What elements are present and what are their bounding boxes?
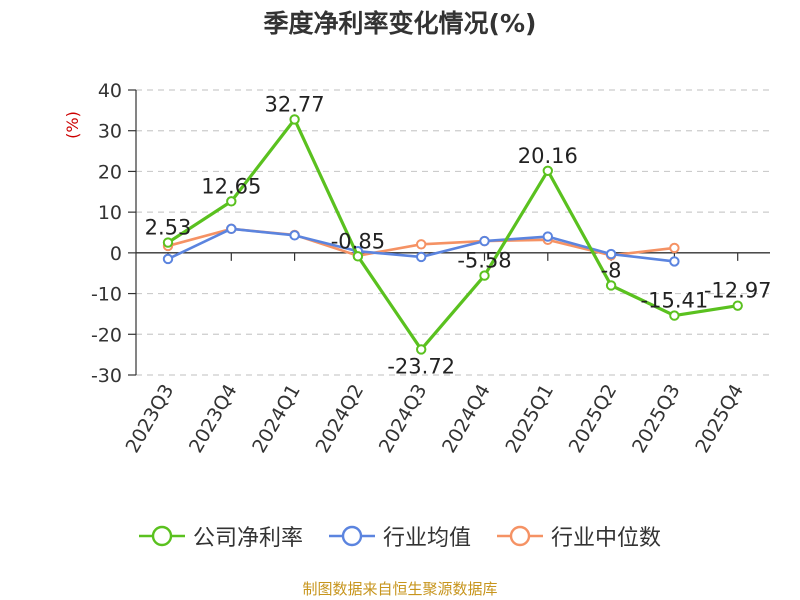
x-tick-label: 2025Q3 [628, 381, 685, 457]
y-tick-label: -20 [91, 324, 122, 346]
data-point [289, 114, 300, 125]
data-point [416, 251, 427, 263]
data-point [542, 165, 553, 176]
legend-item[interactable]: 行业均值 [328, 520, 471, 552]
grid-lines [136, 89, 770, 376]
data-point [732, 300, 743, 311]
legend-label: 行业均值 [382, 526, 471, 551]
data-point [289, 230, 300, 241]
data-point [542, 231, 553, 242]
legend-swatch-icon [497, 525, 543, 547]
data-label: -23.72 [387, 354, 455, 378]
data-point [669, 242, 680, 254]
data-point [669, 310, 680, 321]
y-tick-label: 0 [110, 243, 122, 265]
x-tick-label: 2024Q1 [248, 381, 305, 457]
data-point [162, 253, 174, 265]
y-tick-label: -30 [91, 365, 122, 387]
data-point [479, 235, 490, 247]
data-point [479, 270, 490, 281]
legend: 公司净利率 行业均值 行业中位数 [0, 520, 800, 552]
data-point [416, 344, 427, 355]
data-point [669, 256, 680, 267]
x-tick-label: 2023Q3 [122, 381, 179, 457]
data-point [226, 223, 237, 235]
x-tick-label: 2024Q2 [311, 381, 368, 457]
data-label: -5.58 [457, 249, 511, 273]
y-tick-label: 10 [98, 202, 122, 224]
x-tick-label: 2025Q4 [691, 381, 748, 457]
data-label: -8 [601, 258, 622, 282]
y-tick-label: 40 [98, 80, 122, 102]
legend-swatch-icon [138, 525, 185, 547]
y-tick-label: 30 [98, 121, 122, 143]
y-tick-label: -10 [91, 284, 122, 306]
data-point [162, 237, 174, 248]
x-tick-label: 2023Q4 [185, 381, 242, 457]
source-note: 制图数据来自恒生聚源数据库 [302, 580, 498, 598]
x-tick-label: 2024Q3 [375, 381, 432, 457]
series-line [167, 117, 738, 352]
data-label: -15.41 [641, 289, 709, 313]
y-tick-label: 20 [98, 161, 122, 183]
legend-label: 公司净利率 [192, 526, 303, 551]
data-point [226, 196, 237, 207]
data-label: 2.53 [145, 216, 192, 240]
data-label: 12.65 [201, 174, 261, 198]
data-label: 20.16 [518, 144, 578, 168]
data-point [605, 248, 617, 260]
x-tick-label: 2025Q1 [501, 381, 558, 457]
legend-item[interactable]: 公司净利率 [138, 520, 303, 552]
y-axis-unit-label: (%) [63, 111, 82, 139]
data-point [605, 280, 617, 291]
x-tick-label: 2024Q4 [438, 381, 495, 457]
data-label: 32.77 [265, 92, 325, 116]
data-label: -12.97 [704, 279, 772, 303]
x-tick-label: 2025Q2 [565, 381, 622, 457]
chart-title: 季度净利率变化情况(%) [263, 9, 537, 38]
data-point [352, 251, 364, 262]
data-labels: 2.53 12.65 32.77 -0.85 -23.72 -5.58 20.16 -8 -15… [145, 92, 772, 378]
legend-item[interactable]: 行业中位数 [497, 520, 661, 552]
legend-label: 行业中位数 [551, 526, 662, 551]
series-lines [162, 114, 743, 355]
data-label: -0.85 [331, 229, 385, 253]
legend-swatch-icon [328, 525, 375, 547]
data-point [416, 239, 427, 250]
